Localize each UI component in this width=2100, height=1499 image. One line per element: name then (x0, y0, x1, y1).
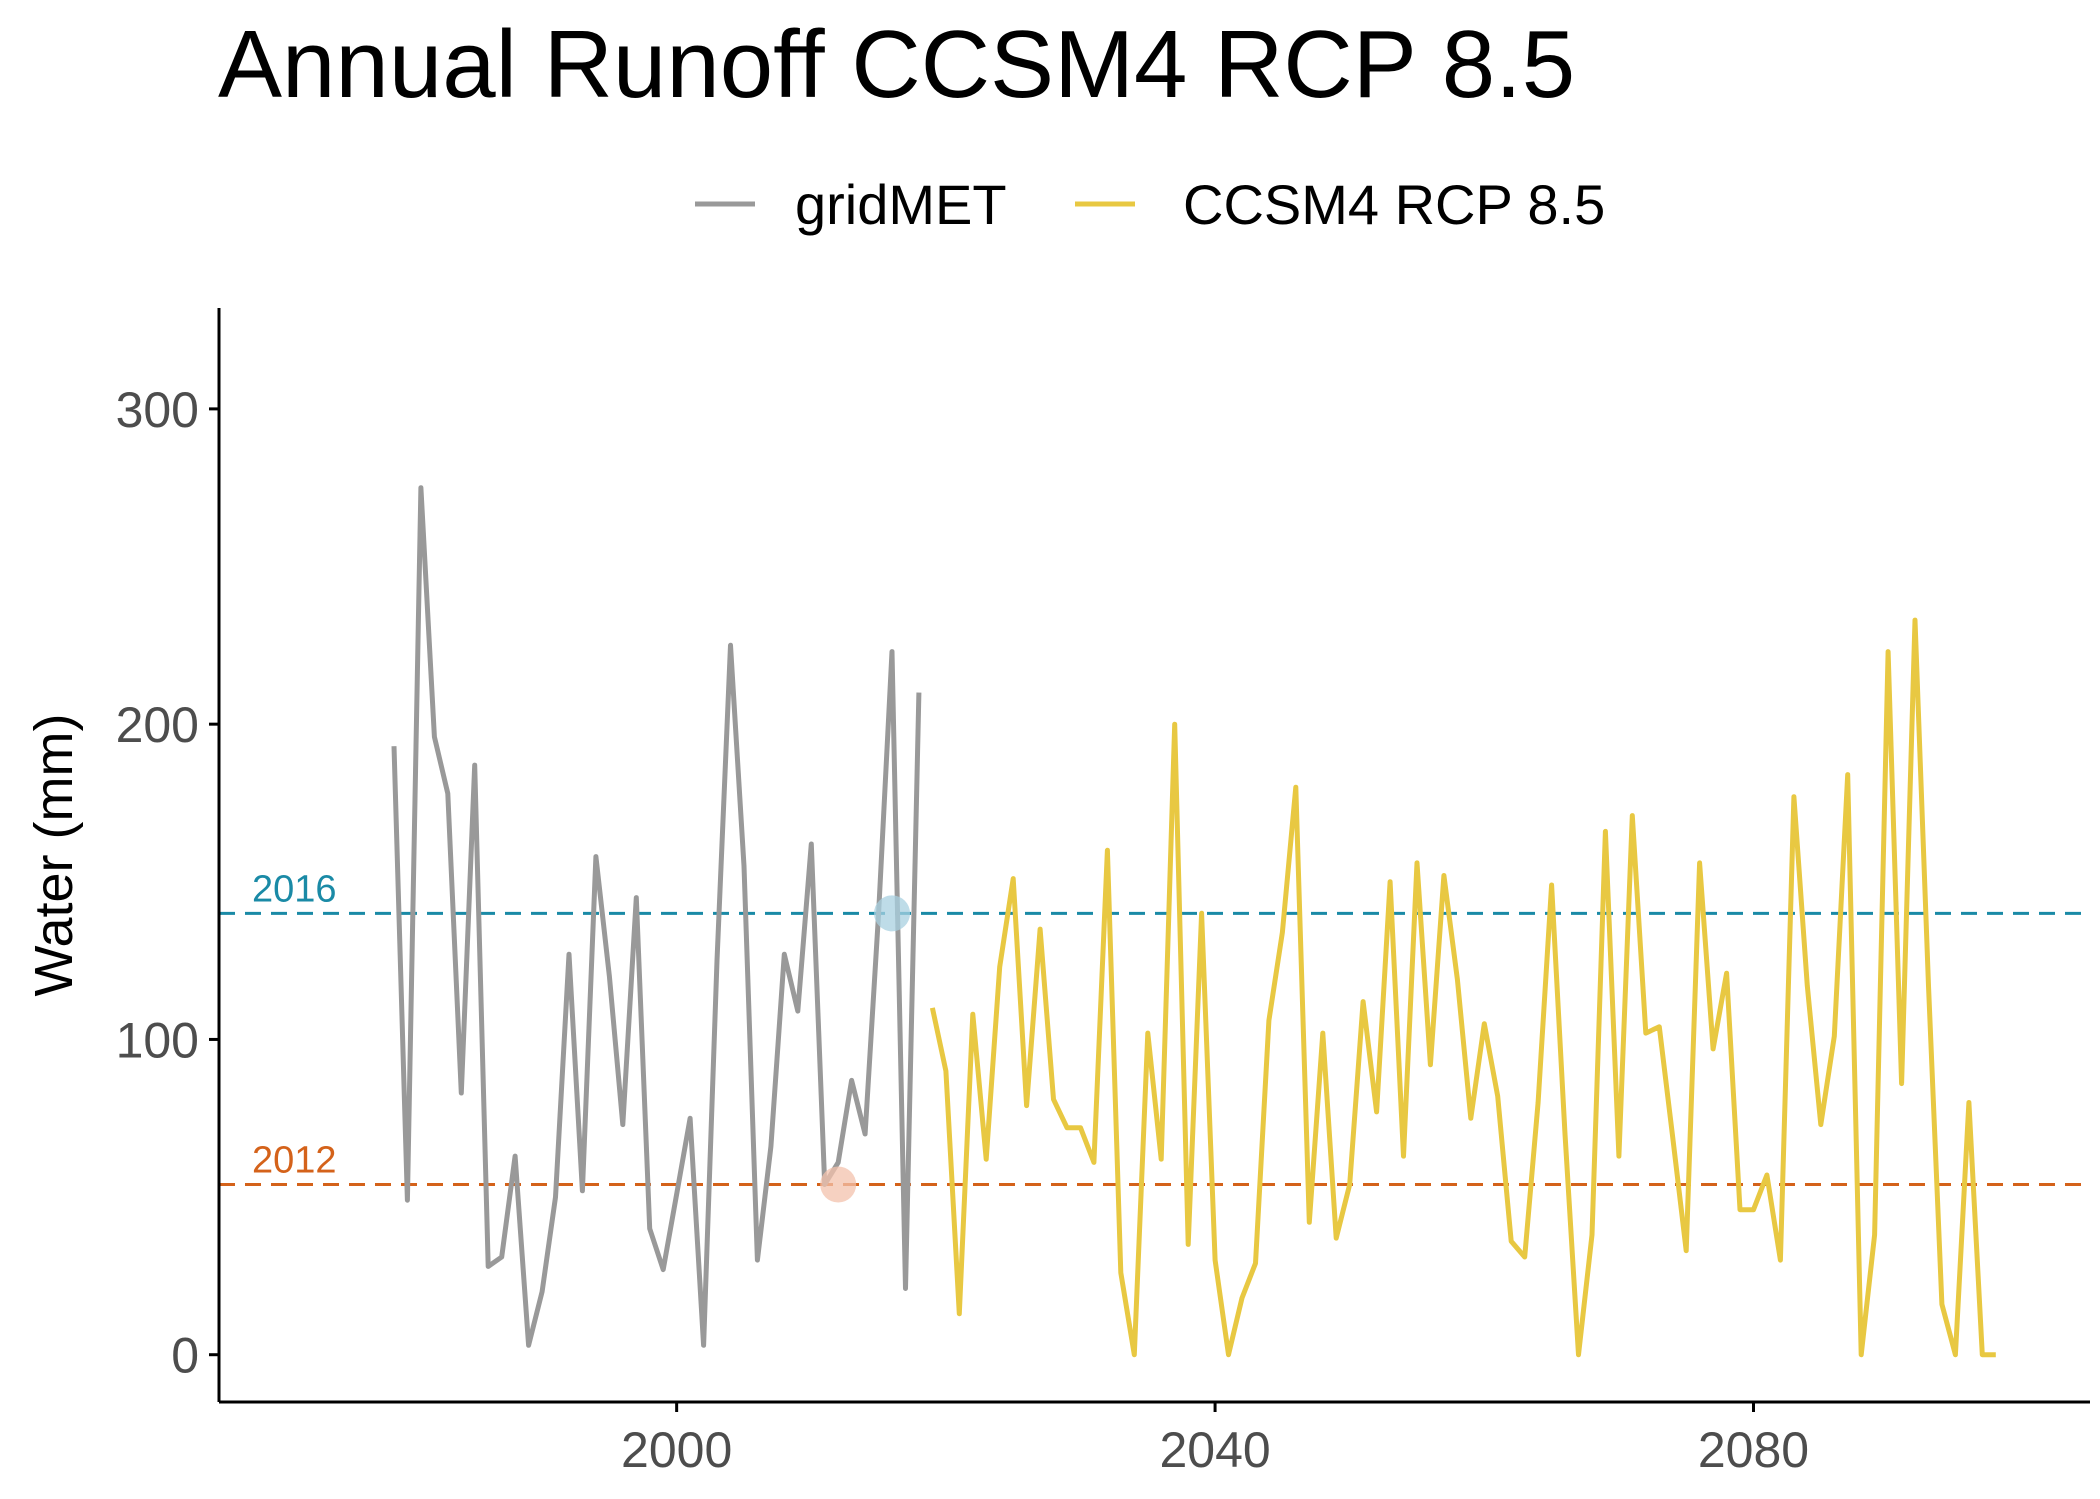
y-axis-title: Water (mm) (24, 714, 84, 997)
y-tick-label-0: 0 (171, 1328, 199, 1384)
highlight-point-2012 (820, 1166, 857, 1203)
y-tick-label-200: 200 (116, 697, 199, 753)
x-tick-label-2040: 2040 (1159, 1422, 1270, 1478)
chart-title: Annual Runoff CCSM4 RCP 8.5 (218, 11, 1575, 118)
y-tick-label-100: 100 (116, 1012, 199, 1068)
x-tick-label-2000: 2000 (621, 1422, 732, 1478)
reference-label-2016: 2016 (252, 868, 337, 910)
highlight-point-2016 (874, 895, 911, 932)
legend-label-gridmet: gridMET (795, 173, 1007, 236)
y-tick-label-300: 300 (116, 382, 199, 438)
series-line-gridmet (391, 485, 922, 1348)
legend-label-ccsm4: CCSM4 RCP 8.5 (1183, 173, 1605, 236)
legend: gridMET CCSM4 RCP 8.5 (695, 173, 1605, 236)
plot-area: 2016 2012 (219, 485, 2090, 1358)
reference-label-2012: 2012 (252, 1139, 337, 1181)
series-line-ccsm4 (929, 617, 1996, 1358)
x-tick-label-2080: 2080 (1698, 1422, 1809, 1478)
